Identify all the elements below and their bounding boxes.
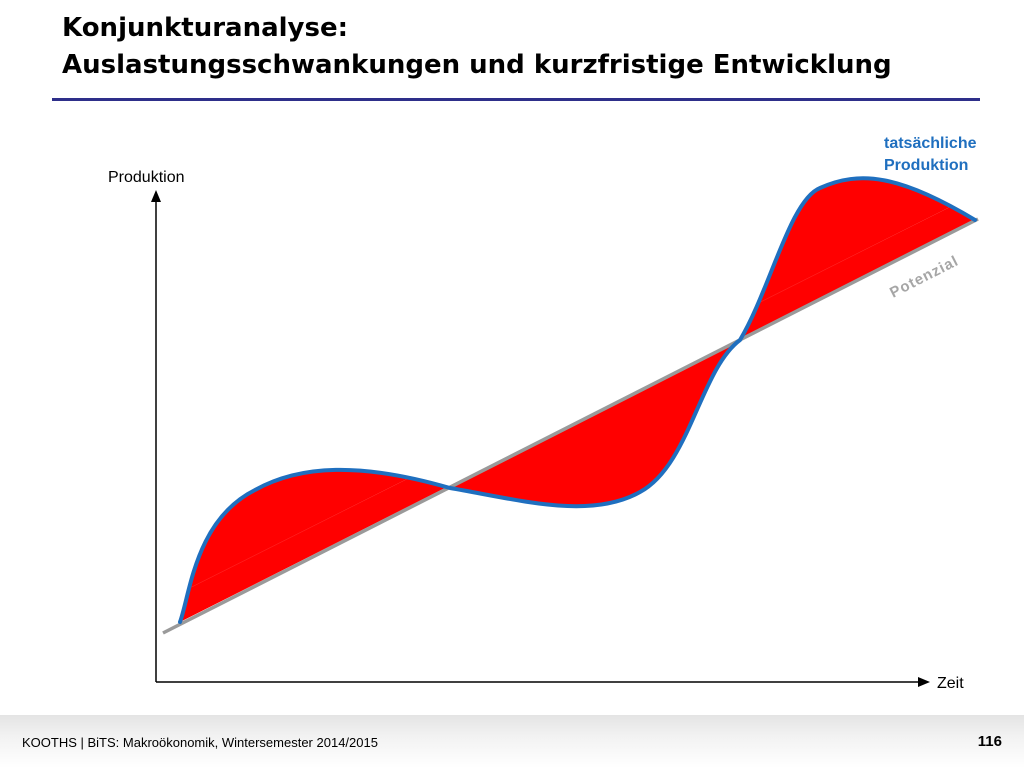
slide-title-line-1: Konjunkturanalyse:	[62, 13, 349, 43]
page-number: 116	[977, 733, 1002, 750]
y-axis	[151, 190, 161, 682]
potential-line	[162, 217, 979, 635]
slide-title-line-2: Auslastungsschwankungen und kurzfristige…	[62, 50, 892, 80]
title-underline	[52, 98, 980, 101]
business-cycle-diagram: Produktion Zeit tatsächliche Produktion …	[108, 135, 979, 692]
y-axis-label: Produktion	[108, 169, 185, 186]
actual-production-label-line-1: tatsächliche	[884, 135, 977, 152]
actual-production-curve	[178, 176, 977, 624]
footer-text: KOOTHS | BiTS: Makroökonomik, Winterseme…	[22, 735, 378, 750]
footer-bar	[0, 715, 1024, 768]
actual-production-label-line-2: Produktion	[884, 157, 968, 174]
x-axis	[156, 677, 930, 687]
slide: Konjunkturanalyse: Auslastungsschwankung…	[52, 10, 992, 692]
slide-title: Konjunkturanalyse: Auslastungsschwankung…	[62, 10, 992, 84]
x-axis-label: Zeit	[937, 675, 964, 692]
